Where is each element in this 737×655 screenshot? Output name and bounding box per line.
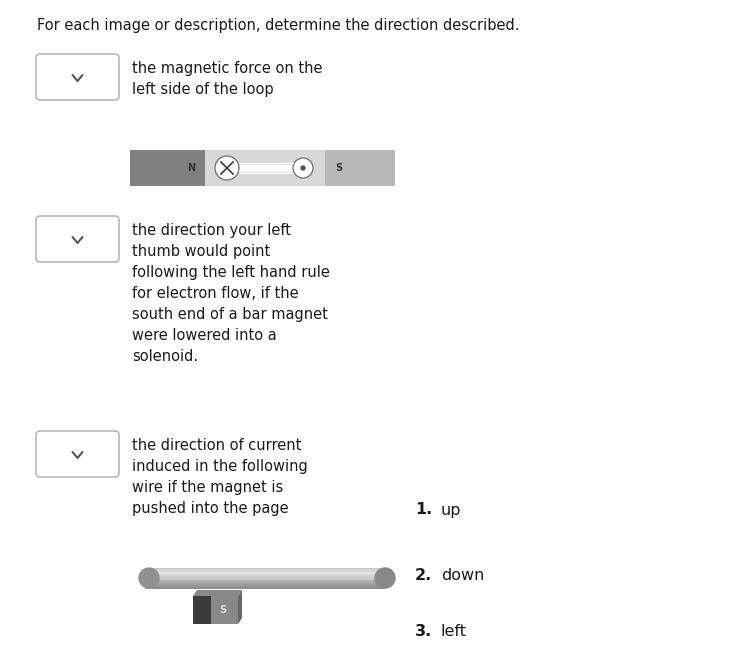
Bar [145,572,385,574]
Bar [145,569,385,571]
Bar [211,596,238,624]
Text: the magnetic force on the
left side of the loop: the magnetic force on the left side of t… [132,61,323,97]
Bar [193,596,211,624]
Bar [145,574,385,576]
Polygon shape [238,590,242,624]
Circle shape [215,156,239,180]
Bar [145,575,385,576]
Text: S: S [335,163,343,173]
Bar [145,576,385,578]
Bar [145,582,385,583]
Text: N: N [187,163,195,173]
Bar [325,150,395,186]
Text: the direction of current
induced in the following
wire if the magnet is
pushed i: the direction of current induced in the … [132,438,308,516]
Bar [145,587,385,588]
Bar [145,577,385,578]
Bar [145,578,385,579]
Circle shape [301,166,305,170]
Circle shape [139,568,159,588]
FancyBboxPatch shape [36,431,119,477]
Bar [145,568,385,569]
Bar [145,585,385,586]
Text: the direction your left
thumb would point
following the left hand rule
for elect: the direction your left thumb would poin… [132,223,330,364]
Bar [145,571,385,572]
FancyBboxPatch shape [36,216,119,262]
Circle shape [293,158,313,178]
Bar [145,579,385,580]
Circle shape [375,568,395,588]
Bar [130,150,205,186]
Text: up: up [441,502,461,517]
Text: 3.: 3. [415,624,432,639]
Text: S: S [220,605,226,615]
Bar [145,572,385,573]
Bar [145,581,385,582]
Text: 2.: 2. [415,567,432,582]
Bar [145,569,385,570]
Bar [145,578,385,580]
Bar [145,584,385,585]
Bar [145,586,385,587]
Text: For each image or description, determine the direction described.: For each image or description, determine… [37,18,520,33]
Bar [145,573,385,574]
Text: down: down [441,567,484,582]
Bar [145,571,385,572]
FancyBboxPatch shape [36,54,119,100]
Bar [145,576,385,577]
Polygon shape [193,590,242,596]
Bar [145,583,385,584]
Bar [205,150,325,186]
Text: left: left [441,624,467,639]
Bar [145,580,385,581]
Bar [145,574,385,575]
Bar [145,570,385,571]
Text: 1.: 1. [415,502,432,517]
